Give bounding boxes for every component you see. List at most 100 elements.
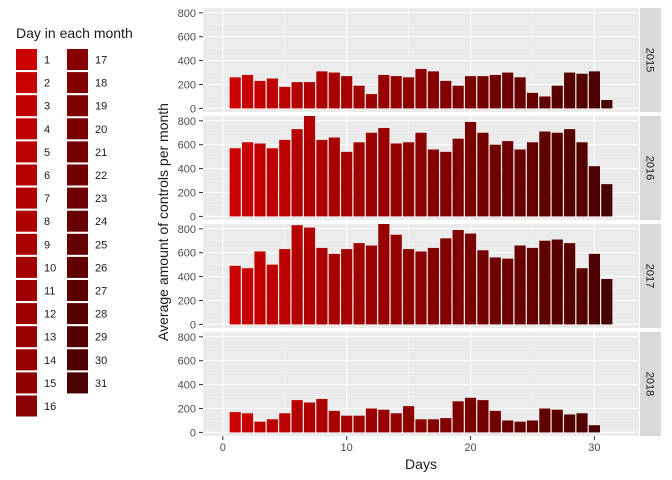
legend-swatch xyxy=(16,233,37,255)
legend-swatch xyxy=(16,372,37,394)
legend-label: 25 xyxy=(95,239,107,251)
bar xyxy=(390,76,402,109)
bar xyxy=(242,413,254,433)
bar xyxy=(365,408,378,433)
legend-label: 2 xyxy=(44,78,50,90)
bar xyxy=(254,80,266,109)
legend-label: 6 xyxy=(44,170,50,182)
bar xyxy=(328,410,340,433)
legend-swatch xyxy=(67,372,88,394)
bar xyxy=(341,76,353,109)
bar xyxy=(427,247,439,325)
legend-label: 24 xyxy=(95,216,107,228)
facet-strip-label: 2017 xyxy=(644,264,656,288)
bar xyxy=(229,412,241,433)
bar xyxy=(353,85,365,109)
bar xyxy=(464,76,477,109)
legend-swatch xyxy=(67,256,88,278)
bar xyxy=(576,413,588,433)
y-tick-label: 200 xyxy=(178,404,196,416)
legend-label: 3 xyxy=(44,101,50,113)
bar xyxy=(539,408,551,433)
legend-swatch xyxy=(67,72,88,94)
y-tick-label: 0 xyxy=(190,319,196,331)
legend-label: 17 xyxy=(95,55,107,67)
bar xyxy=(266,148,278,217)
y-tick-label: 200 xyxy=(178,188,196,200)
bar xyxy=(254,251,266,325)
bar xyxy=(502,258,514,325)
bar xyxy=(564,243,576,325)
bar xyxy=(341,415,353,433)
bar xyxy=(229,77,241,109)
legend-swatch xyxy=(67,95,88,117)
bar xyxy=(403,249,415,325)
bar xyxy=(539,240,551,325)
y-tick-label: 600 xyxy=(178,356,196,368)
bar xyxy=(242,268,254,325)
legend-swatch xyxy=(16,187,37,209)
bar xyxy=(514,421,526,433)
legend-label: 4 xyxy=(44,124,50,136)
legend-item: 20 xyxy=(67,118,107,140)
bar xyxy=(303,402,316,433)
bar xyxy=(526,247,539,325)
legend-swatch xyxy=(67,49,88,70)
bar xyxy=(390,234,402,325)
bar xyxy=(440,418,452,433)
bar xyxy=(452,229,464,325)
legend-item: 30 xyxy=(67,349,107,371)
bar xyxy=(489,410,501,433)
bar xyxy=(477,400,489,433)
bar xyxy=(291,82,303,109)
legend-item: 22 xyxy=(67,164,107,186)
y-tick-label: 0 xyxy=(190,103,196,115)
legend-label: 19 xyxy=(95,101,107,113)
legend-item: 2 xyxy=(16,72,50,94)
legend-item: 24 xyxy=(67,210,107,232)
legend-swatch xyxy=(16,349,37,371)
facet-panel: 0 200 400 600 800 2016 xyxy=(178,116,661,223)
bar xyxy=(279,249,291,325)
y-tick-label: 200 xyxy=(178,296,196,308)
legend-item: 31 xyxy=(67,372,107,394)
bar xyxy=(526,142,539,217)
bar xyxy=(229,148,241,217)
legend-swatch xyxy=(16,326,37,348)
legend-item: 21 xyxy=(67,141,107,163)
bar xyxy=(427,149,439,217)
y-tick-label: 400 xyxy=(178,272,196,284)
bar xyxy=(279,413,291,433)
bar xyxy=(378,127,390,217)
legend-label: 1 xyxy=(44,55,50,67)
legend-swatch xyxy=(67,233,88,255)
bar xyxy=(353,415,365,433)
bar xyxy=(279,86,291,109)
bar xyxy=(489,74,501,109)
legend-label: 5 xyxy=(44,147,50,159)
x-tick-label: 20 xyxy=(464,442,476,454)
legend-label: 11 xyxy=(44,286,55,298)
legend-label: 21 xyxy=(95,147,107,159)
legend-item: 18 xyxy=(67,72,107,94)
y-tick-label: 800 xyxy=(178,8,196,20)
facet-panel: 0 200 400 600 800 2018 xyxy=(178,332,661,439)
bar xyxy=(291,400,303,433)
facet-strip xyxy=(640,116,661,220)
bar xyxy=(328,72,340,109)
bar xyxy=(341,151,353,217)
bar xyxy=(576,73,588,109)
bar xyxy=(328,253,340,325)
facet-panel: 0 200 400 600 800 2017 xyxy=(178,224,661,331)
legend-label: 20 xyxy=(95,124,107,136)
legend-label: 22 xyxy=(95,170,107,182)
legend-label: 8 xyxy=(44,216,50,228)
y-tick-label: 600 xyxy=(178,248,196,260)
legend-item: 23 xyxy=(67,187,107,209)
bar xyxy=(303,116,316,217)
y-tick-label: 0 xyxy=(190,427,196,439)
facet-strip xyxy=(640,332,661,436)
bar xyxy=(378,224,390,325)
legend-swatch xyxy=(16,49,37,70)
